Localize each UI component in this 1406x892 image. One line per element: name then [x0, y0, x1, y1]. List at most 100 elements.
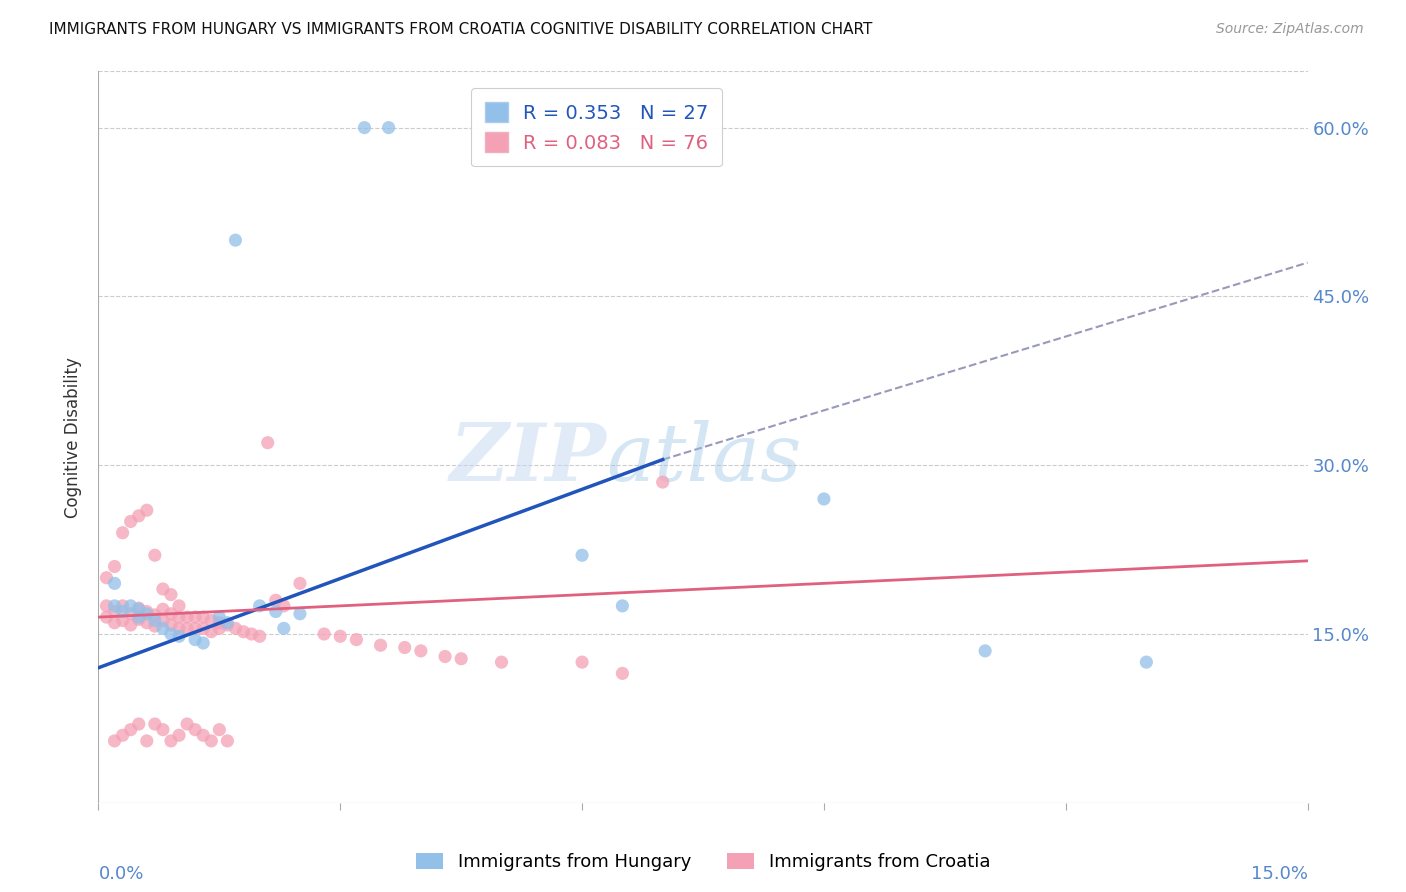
- Point: [143, 614, 166, 628]
- Point: [193, 728, 215, 742]
- Point: [193, 610, 215, 624]
- Point: [128, 610, 150, 624]
- Point: [353, 120, 375, 135]
- Point: [135, 615, 157, 630]
- Point: [224, 621, 246, 635]
- Point: [160, 627, 183, 641]
- Point: [111, 614, 134, 628]
- Point: [128, 508, 150, 523]
- Point: [167, 610, 190, 624]
- Point: [135, 503, 157, 517]
- Point: [813, 491, 835, 506]
- Point: [152, 582, 174, 596]
- Point: [571, 548, 593, 562]
- Point: [394, 640, 416, 655]
- Point: [240, 627, 263, 641]
- Point: [120, 618, 142, 632]
- Point: [256, 435, 278, 450]
- Point: [128, 601, 150, 615]
- Point: [217, 615, 239, 630]
- Point: [135, 605, 157, 619]
- Point: [103, 734, 125, 748]
- Point: [491, 655, 513, 669]
- Point: [344, 632, 367, 647]
- Point: [193, 636, 215, 650]
- Point: [96, 571, 118, 585]
- Point: [1135, 655, 1157, 669]
- Point: [103, 605, 125, 619]
- Point: [273, 621, 295, 635]
- Point: [176, 621, 198, 635]
- Point: [120, 723, 142, 737]
- Y-axis label: Cognitive Disability: Cognitive Disability: [65, 357, 83, 517]
- Point: [103, 559, 125, 574]
- Point: [974, 644, 997, 658]
- Point: [120, 599, 142, 613]
- Point: [167, 728, 190, 742]
- Point: [160, 588, 183, 602]
- Point: [200, 624, 222, 639]
- Point: [612, 666, 634, 681]
- Point: [128, 602, 150, 616]
- Point: [103, 615, 125, 630]
- Point: [288, 607, 311, 621]
- Point: [176, 610, 198, 624]
- Point: [273, 599, 295, 613]
- Point: [571, 655, 593, 669]
- Point: [128, 612, 150, 626]
- Point: [96, 610, 118, 624]
- Point: [208, 610, 231, 624]
- Point: [135, 607, 157, 621]
- Text: 0.0%: 0.0%: [98, 864, 143, 883]
- Point: [184, 632, 207, 647]
- Point: [143, 619, 166, 633]
- Point: [224, 233, 246, 247]
- Point: [160, 618, 183, 632]
- Point: [450, 652, 472, 666]
- Point: [167, 599, 190, 613]
- Point: [208, 723, 231, 737]
- Point: [217, 734, 239, 748]
- Point: [184, 723, 207, 737]
- Text: 15.0%: 15.0%: [1250, 864, 1308, 883]
- Point: [264, 605, 287, 619]
- Text: IMMIGRANTS FROM HUNGARY VS IMMIGRANTS FROM CROATIA COGNITIVE DISABILITY CORRELAT: IMMIGRANTS FROM HUNGARY VS IMMIGRANTS FR…: [49, 22, 873, 37]
- Point: [152, 602, 174, 616]
- Point: [135, 734, 157, 748]
- Point: [120, 515, 142, 529]
- Point: [143, 717, 166, 731]
- Point: [96, 599, 118, 613]
- Point: [152, 614, 174, 628]
- Point: [143, 548, 166, 562]
- Point: [111, 605, 134, 619]
- Point: [314, 627, 336, 641]
- Point: [160, 734, 183, 748]
- Point: [160, 607, 183, 621]
- Point: [264, 593, 287, 607]
- Point: [249, 599, 271, 613]
- Point: [217, 618, 239, 632]
- Legend: Immigrants from Hungary, Immigrants from Croatia: Immigrants from Hungary, Immigrants from…: [409, 846, 997, 879]
- Point: [152, 621, 174, 635]
- Text: atlas: atlas: [606, 420, 801, 498]
- Point: [143, 607, 166, 622]
- Point: [103, 599, 125, 613]
- Point: [377, 120, 399, 135]
- Point: [208, 621, 231, 635]
- Point: [120, 607, 142, 621]
- Point: [193, 621, 215, 635]
- Point: [249, 629, 271, 643]
- Point: [184, 610, 207, 624]
- Point: [200, 614, 222, 628]
- Text: Source: ZipAtlas.com: Source: ZipAtlas.com: [1216, 22, 1364, 37]
- Point: [200, 734, 222, 748]
- Point: [370, 638, 392, 652]
- Point: [152, 723, 174, 737]
- Point: [111, 525, 134, 540]
- Point: [329, 629, 352, 643]
- Point: [409, 644, 432, 658]
- Point: [184, 621, 207, 635]
- Point: [434, 649, 457, 664]
- Point: [176, 717, 198, 731]
- Point: [111, 728, 134, 742]
